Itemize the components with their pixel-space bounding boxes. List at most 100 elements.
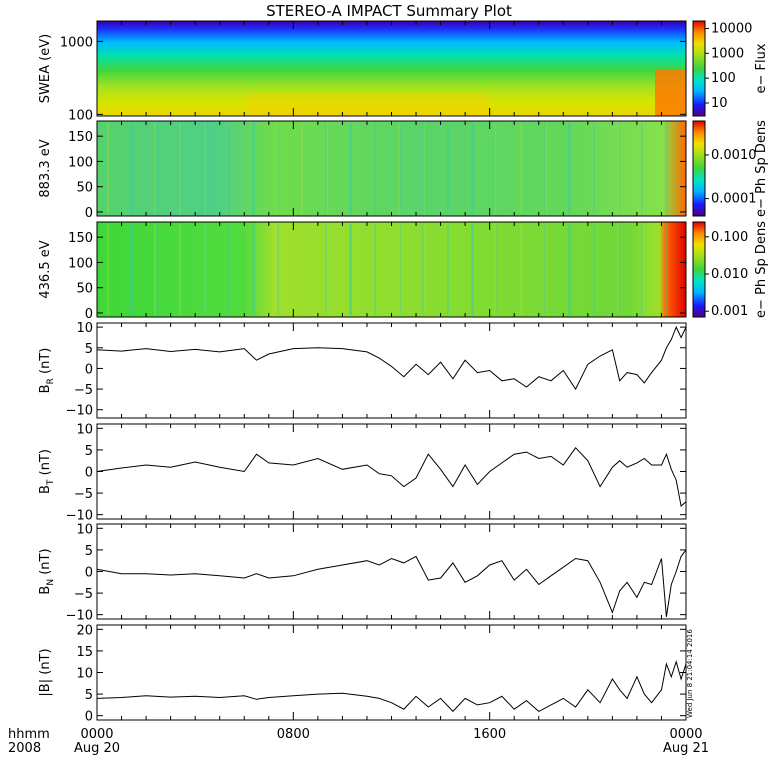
heatmap-streak — [617, 123, 619, 214]
y-tick-label: 150 — [68, 130, 93, 145]
heatmap-streak — [179, 224, 181, 315]
heatmap-streak — [325, 224, 327, 315]
y-axis-label: 436.5 eV — [38, 240, 53, 298]
heatmap-streak — [618, 224, 620, 315]
y-tick-label: −10 — [66, 609, 93, 624]
series-line — [96, 325, 687, 391]
x-date-label: Aug 21 — [663, 741, 709, 756]
y-tick-label: 0 — [85, 566, 93, 581]
y-tick-label: 15 — [76, 645, 93, 660]
heatmap-streak — [641, 123, 643, 214]
panel-frame — [96, 322, 687, 419]
heatmap-streak — [301, 123, 303, 214]
y-axis-label: BR (nT) — [38, 348, 56, 394]
time-row2-label: 2008 — [8, 741, 41, 756]
panel-6: BN (nT) −10 −5 0 5 10 — [38, 522, 687, 624]
heatmap-streak — [666, 123, 668, 214]
heatmap-streak — [520, 123, 522, 214]
colorbar-2 — [692, 120, 706, 217]
y-tick-label: 5 — [85, 544, 93, 559]
colorbar-tick-label: 100 — [711, 71, 736, 86]
heatmap-streak — [495, 123, 497, 214]
heatmap-streak — [180, 224, 182, 315]
heatmap-streak — [325, 123, 327, 214]
colorbar-tick-label: 10 — [711, 96, 728, 111]
plot-title: STEREO-A IMPACT Summary Plot — [266, 2, 512, 20]
y-tick-label: 50 — [76, 181, 93, 196]
heatmap-streak — [179, 123, 181, 214]
heatmap-streak — [495, 224, 497, 315]
y-tick-label: 0 — [85, 710, 93, 725]
heatmap-streak — [374, 224, 376, 315]
panel-5: BT (nT) −10 −5 0 5 10 — [38, 422, 687, 524]
heatmap-streak — [472, 123, 474, 214]
heatmap-streak — [593, 224, 595, 315]
y-tick-label: 20 — [76, 623, 93, 638]
timestamp-label: Wed Jun 8 21:04:14 2016 — [686, 629, 694, 718]
heatmap-streak — [618, 123, 620, 214]
heatmap-streak — [131, 224, 133, 315]
y-tick-label: −10 — [66, 404, 93, 419]
panel-3: 0.001 0.010 0.100 e− Ph Sp Dens 436.5 eV 0 50 1… — [38, 221, 769, 322]
x-tick-label: 0800 — [277, 727, 310, 742]
x-date-label: Aug 20 — [74, 741, 120, 756]
heatmap-streak — [496, 224, 498, 315]
heatmap-2 — [97, 121, 686, 216]
heatmap-streak — [204, 224, 206, 315]
colorbar-tick-label: 0.100 — [711, 230, 748, 245]
y-axis-label: 883.3 eV — [38, 139, 53, 197]
y-tick-label: 10 — [76, 422, 93, 437]
heatmap-streak — [301, 224, 303, 315]
y-tick-label: 10 — [76, 321, 93, 336]
y-tick-label: 0 — [85, 466, 93, 481]
heatmap-streak — [155, 224, 157, 315]
heatmap-streak — [277, 224, 279, 315]
heatmap-streak — [130, 123, 132, 214]
heatmap-streak — [472, 224, 474, 315]
colorbar-label: e− Flux — [754, 43, 769, 93]
colorbar-tick-label: 1000 — [711, 46, 744, 61]
panel-frame — [96, 523, 687, 620]
heatmap-streak — [107, 123, 109, 214]
y-tick-label: 5 — [85, 444, 93, 459]
heatmap-streak — [423, 123, 425, 214]
panel-7: |B| (nT) 0 5 10 15 20 — [38, 623, 687, 725]
heatmap-3 — [97, 222, 686, 317]
heatmap-streak — [326, 224, 328, 315]
heatmap-streak — [154, 224, 156, 315]
heatmap-streak — [422, 224, 424, 315]
heatmap-streak — [544, 224, 546, 315]
x-tick-label: 0000 — [669, 727, 702, 742]
heatmap-streak — [666, 224, 668, 315]
series-line — [96, 549, 687, 617]
heatmap-streak — [520, 224, 522, 315]
heatmap-streak — [398, 224, 400, 315]
heatmap-streak — [276, 123, 278, 214]
heatmap-streak — [228, 224, 230, 315]
heatmap-streak — [154, 123, 156, 214]
heatmap-streak — [641, 224, 643, 315]
heatmap-streak — [326, 123, 328, 214]
heatmap-streak — [180, 123, 182, 214]
heatmap-streak — [471, 224, 473, 315]
heatmap-streak — [642, 224, 644, 315]
y-tick-label: 0 — [85, 307, 93, 322]
y-tick-label: −10 — [66, 509, 93, 524]
heatmap-streak — [399, 123, 401, 214]
colorbar-label: e− Ph Sp Dens — [754, 221, 769, 318]
panel-frame — [96, 423, 687, 520]
heatmap-streak — [423, 224, 425, 315]
heatmap-streak — [349, 123, 351, 214]
x-tick-label: 1600 — [473, 727, 506, 742]
colorbar-tick-label: 10000 — [711, 21, 752, 36]
heatmap-streak — [253, 123, 255, 214]
heatmap-streak — [399, 224, 401, 315]
heatmap-streak — [447, 224, 449, 315]
y-tick-label: 100 — [68, 256, 93, 271]
y-tick-label: 100 — [68, 155, 93, 170]
heatmap-streak — [422, 123, 424, 214]
heatmap-streak — [107, 224, 109, 315]
heatmap-streak — [568, 224, 570, 315]
x-tick-label: 0000 — [80, 727, 113, 742]
